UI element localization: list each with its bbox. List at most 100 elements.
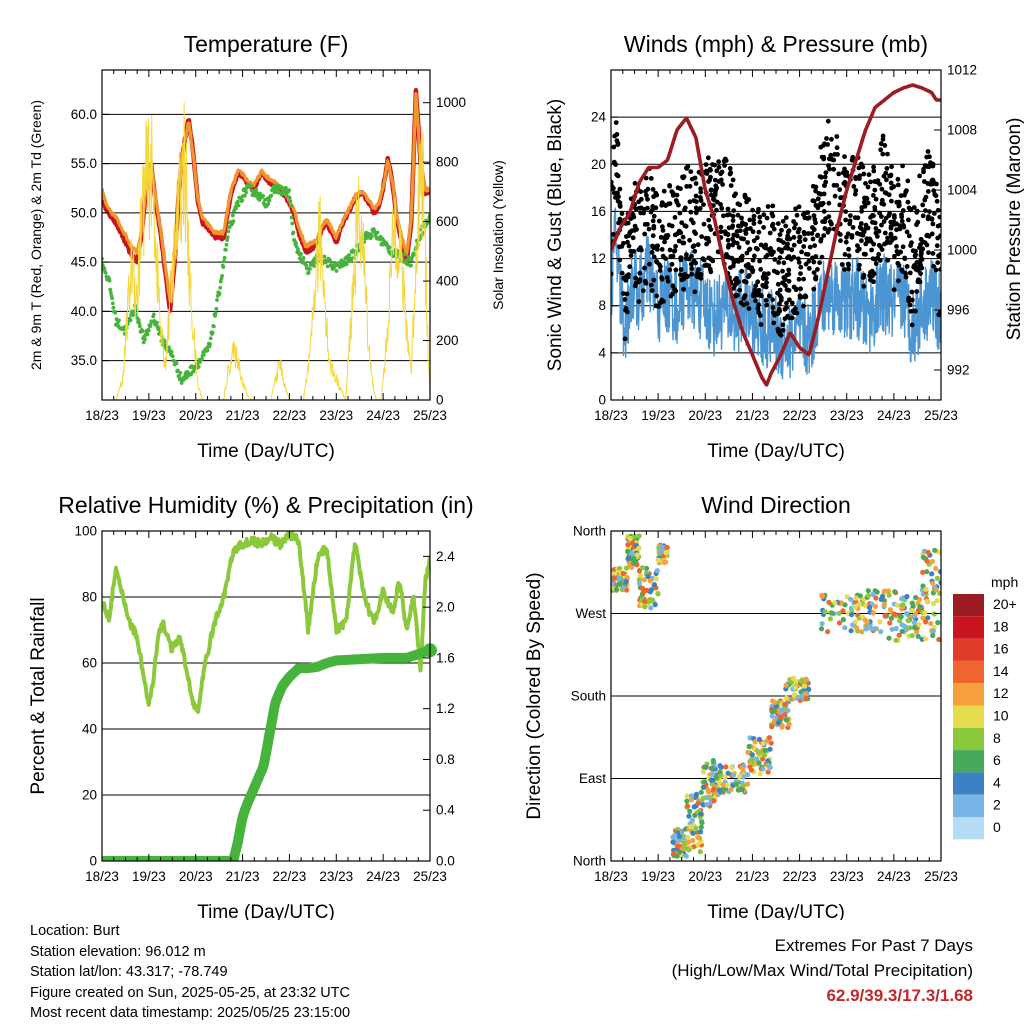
direction-point bbox=[725, 770, 731, 776]
gust-point bbox=[853, 175, 858, 180]
gust-point bbox=[698, 186, 703, 192]
gust-point bbox=[854, 231, 860, 236]
gust-point bbox=[880, 151, 886, 157]
gust-point bbox=[632, 227, 638, 233]
gust-point bbox=[865, 225, 871, 231]
direction-point bbox=[881, 601, 888, 608]
y-tick-label: South bbox=[571, 689, 606, 704]
direction-point bbox=[762, 752, 768, 758]
gust-point bbox=[815, 267, 820, 272]
y2-tick-label: 200 bbox=[436, 333, 459, 348]
gust-point bbox=[783, 215, 789, 221]
gust-point bbox=[758, 322, 764, 327]
gust-point bbox=[689, 253, 694, 259]
gust-point bbox=[842, 154, 847, 160]
gust-point bbox=[719, 169, 725, 175]
direction-point bbox=[840, 617, 847, 623]
direction-point bbox=[767, 764, 773, 770]
direction-point bbox=[930, 600, 937, 607]
direction-point bbox=[661, 559, 668, 565]
direction-point bbox=[886, 635, 892, 641]
direction-point bbox=[935, 620, 941, 626]
direction-point bbox=[686, 813, 692, 819]
direction-point bbox=[658, 548, 664, 554]
gust-point bbox=[663, 233, 669, 239]
gust-point bbox=[822, 174, 828, 180]
gust-point bbox=[899, 212, 904, 218]
gust-point bbox=[777, 255, 783, 261]
x-axis-label: Time (Day/UTC) bbox=[197, 902, 335, 920]
gust-point bbox=[908, 309, 914, 314]
gust-point bbox=[852, 191, 858, 197]
gust-point bbox=[695, 274, 700, 280]
gust-point bbox=[636, 199, 642, 205]
gust-point bbox=[699, 234, 704, 240]
gust-point bbox=[660, 253, 666, 259]
gust-point bbox=[648, 209, 654, 215]
gust-point bbox=[789, 300, 795, 306]
gust-point bbox=[822, 219, 828, 225]
gust-point bbox=[934, 198, 940, 204]
direction-point bbox=[631, 556, 637, 562]
gust-point bbox=[641, 206, 647, 212]
gust-point bbox=[721, 213, 726, 219]
gust-point bbox=[863, 251, 868, 257]
gust-point bbox=[691, 198, 697, 204]
gust-point bbox=[783, 223, 789, 229]
gust-point bbox=[777, 301, 782, 307]
gust-point bbox=[840, 170, 846, 176]
gust-point bbox=[798, 286, 803, 292]
gust-point bbox=[657, 268, 663, 273]
direction-point bbox=[775, 720, 782, 726]
gust-point bbox=[669, 261, 675, 267]
gust-point bbox=[813, 203, 819, 208]
direction-point bbox=[655, 557, 662, 563]
direction-point bbox=[752, 739, 758, 745]
direction-point bbox=[696, 835, 702, 841]
direction-point bbox=[924, 569, 930, 575]
gust-point bbox=[641, 288, 646, 294]
gust-point bbox=[650, 243, 655, 249]
x-tick-label: 22/23 bbox=[783, 408, 817, 423]
gust-point bbox=[880, 197, 885, 203]
gust-point bbox=[706, 179, 711, 185]
gust-point bbox=[780, 327, 786, 333]
x-tick-label: 19/23 bbox=[641, 869, 675, 884]
direction-point bbox=[790, 675, 797, 682]
dewpoint-point bbox=[208, 336, 213, 341]
gust-point bbox=[693, 231, 698, 237]
dewpoint-point bbox=[235, 199, 240, 204]
x-axis-label: Time (Day/UTC) bbox=[707, 441, 845, 462]
gust-point bbox=[818, 191, 824, 197]
gust-point bbox=[873, 256, 878, 262]
gust-point bbox=[660, 228, 666, 233]
gust-point bbox=[846, 253, 852, 259]
gust-point bbox=[659, 202, 665, 208]
gust-point bbox=[903, 189, 909, 195]
gust-point bbox=[693, 210, 699, 216]
gust-point bbox=[757, 219, 763, 225]
gust-point bbox=[887, 211, 892, 216]
gust-point bbox=[784, 236, 790, 242]
winds-plot-area bbox=[611, 83, 941, 387]
direction-point bbox=[748, 767, 755, 773]
gust-point bbox=[797, 293, 803, 299]
dewpoint-point bbox=[234, 206, 238, 211]
dewpoint-point bbox=[128, 318, 133, 323]
direction-point bbox=[723, 764, 729, 770]
gust-point bbox=[651, 277, 657, 283]
gust-point bbox=[775, 329, 781, 334]
direction-point bbox=[690, 837, 696, 844]
direction-point bbox=[700, 769, 706, 775]
direction-point bbox=[722, 774, 728, 780]
dewpoint-point bbox=[107, 278, 112, 283]
gust-point bbox=[772, 257, 778, 262]
gust-point bbox=[709, 187, 714, 193]
gust-point bbox=[753, 283, 759, 288]
gust-point bbox=[645, 196, 650, 202]
gust-point bbox=[884, 166, 890, 171]
gust-point bbox=[934, 243, 940, 249]
direction-point bbox=[865, 593, 871, 599]
gust-point bbox=[753, 298, 758, 304]
gust-point bbox=[837, 187, 843, 193]
